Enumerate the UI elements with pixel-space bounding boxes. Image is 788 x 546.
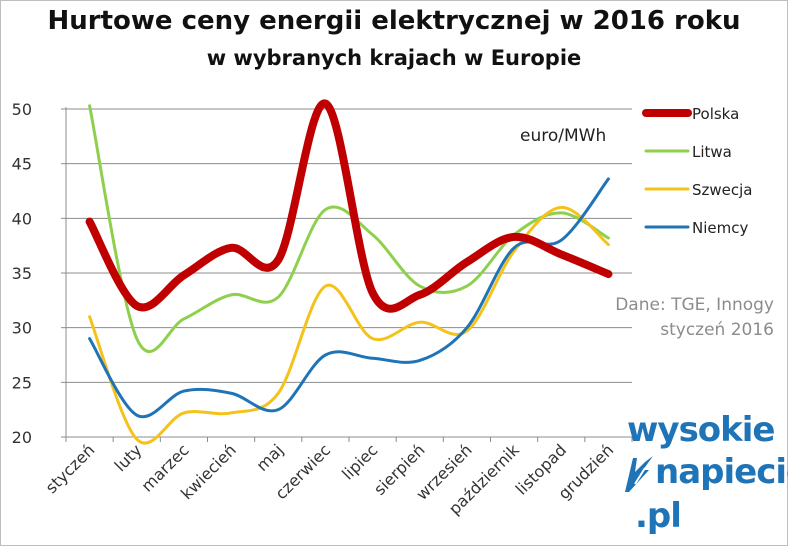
axes <box>65 107 633 442</box>
logo-line-3: .pl <box>635 496 682 536</box>
series-lines <box>85 99 613 445</box>
y-axis-ticks: 20 25 30 35 40 45 50 <box>12 100 32 447</box>
logo-line-2: napiecie <box>655 452 788 492</box>
brand-logo[interactable]: wysokie napiecie .pl <box>625 410 788 542</box>
source-note: Dane: TGE, Innogy styczeń 2016 <box>570 293 774 343</box>
source-line-1: Dane: TGE, Innogy <box>615 295 774 315</box>
lightning-bolt-icon <box>625 456 653 492</box>
logo-line-1: wysokie <box>627 410 775 450</box>
gridlines <box>61 108 632 438</box>
chart-subtitle: w wybranych krajach w Europie <box>206 46 582 70</box>
unit-label: euro/MWh <box>520 126 607 146</box>
y-tick-label: 45 <box>12 155 32 174</box>
legend-label-niemcy: Niemcy <box>692 219 748 237</box>
chart-title: Hurtowe ceny energii elektrycznej w 2016… <box>47 6 741 36</box>
y-tick-label: 20 <box>12 428 32 447</box>
series-line-niemcy <box>88 177 610 419</box>
legend-label-litwa: Litwa <box>692 143 732 161</box>
legend-label-szwecja: Szwecja <box>692 181 753 199</box>
x-tick-label: lipiec <box>338 440 381 483</box>
x-tick-label: styczeń <box>42 440 99 497</box>
series-line-polska <box>85 99 613 313</box>
y-tick-label: 50 <box>12 100 32 119</box>
x-tick-label: maj <box>253 440 288 475</box>
y-tick-label: 35 <box>12 264 32 283</box>
legend-label-polska: Polska <box>692 105 739 123</box>
y-tick-label: 25 <box>12 373 32 392</box>
series-line-szwecja <box>88 205 610 445</box>
y-tick-label: 30 <box>12 319 32 338</box>
x-tick-label: luty <box>111 440 146 475</box>
source-line-2: styczeń 2016 <box>660 320 774 340</box>
y-tick-label: 40 <box>12 209 32 228</box>
legend: Polska Litwa Szwecja Niemcy <box>642 105 753 237</box>
